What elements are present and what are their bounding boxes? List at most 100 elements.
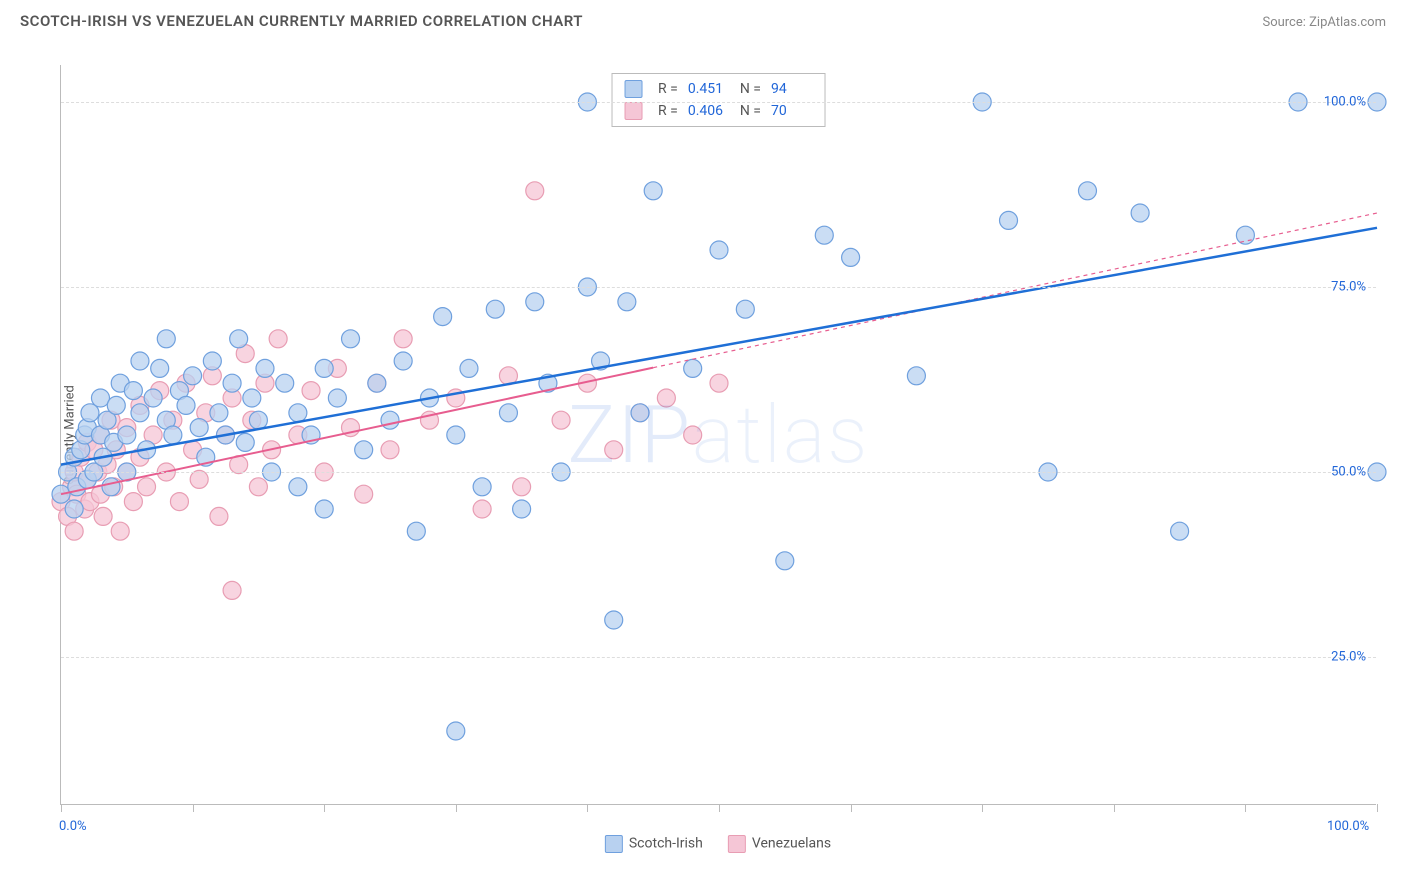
- data-point: [223, 374, 241, 392]
- r-label: R =: [658, 81, 678, 97]
- legend-swatch: [728, 835, 746, 853]
- data-point: [131, 404, 149, 422]
- data-point: [102, 478, 120, 496]
- data-point: [447, 722, 465, 740]
- data-point: [190, 470, 208, 488]
- data-point: [736, 300, 754, 318]
- data-point: [526, 293, 544, 311]
- x-tick: [982, 804, 983, 812]
- data-point: [776, 552, 794, 570]
- r-value: 0.451: [688, 81, 730, 97]
- r-label: R =: [658, 103, 678, 119]
- data-point: [203, 352, 221, 370]
- data-point: [118, 426, 136, 444]
- n-value: 70: [771, 103, 813, 119]
- data-point: [276, 374, 294, 392]
- data-point: [289, 478, 307, 496]
- data-point: [124, 493, 142, 511]
- data-point: [144, 389, 162, 407]
- data-point: [190, 419, 208, 437]
- data-point: [684, 426, 702, 444]
- source-attribution: Source: ZipAtlas.com: [1262, 15, 1386, 30]
- data-point: [473, 500, 491, 518]
- x-tick: [61, 804, 62, 812]
- data-point: [249, 478, 267, 496]
- data-point: [631, 404, 649, 422]
- legend-swatch: [605, 835, 623, 853]
- correlation-legend-row: R =0.406N =70: [624, 100, 813, 122]
- legend-item: Venezuelans: [728, 835, 831, 853]
- plot-area: ZIPatlas R =0.451N =94R =0.406N =70 25.0…: [60, 65, 1376, 805]
- data-point: [907, 367, 925, 385]
- legend-label: Scotch-Irish: [629, 836, 703, 852]
- legend-swatch: [624, 102, 642, 120]
- data-point: [256, 359, 274, 377]
- scatter-svg: [61, 65, 1376, 804]
- data-point: [210, 507, 228, 525]
- data-point: [328, 389, 346, 407]
- trend-line: [61, 228, 1377, 465]
- data-point: [394, 330, 412, 348]
- data-point: [1171, 522, 1189, 540]
- data-point: [526, 182, 544, 200]
- data-point: [605, 441, 623, 459]
- y-tick-label: 50.0%: [1331, 465, 1366, 480]
- data-point: [394, 352, 412, 370]
- correlation-legend-row: R =0.451N =94: [624, 78, 813, 100]
- gridline: [61, 657, 1376, 658]
- x-tick: [324, 804, 325, 812]
- data-point: [164, 426, 182, 444]
- data-point: [124, 382, 142, 400]
- data-point: [434, 308, 452, 326]
- data-point: [815, 226, 833, 244]
- legend-label: Venezuelans: [752, 836, 831, 852]
- x-tick: [1245, 804, 1246, 812]
- gridline: [61, 472, 1376, 473]
- legend-item: Scotch-Irish: [605, 835, 703, 853]
- x-tick: [851, 804, 852, 812]
- data-point: [552, 411, 570, 429]
- data-point: [138, 478, 156, 496]
- data-point: [355, 485, 373, 503]
- data-point: [513, 478, 531, 496]
- data-point: [842, 248, 860, 266]
- data-point: [447, 426, 465, 444]
- correlation-legend: R =0.451N =94R =0.406N =70: [611, 73, 826, 127]
- data-point: [302, 382, 320, 400]
- data-point: [605, 611, 623, 629]
- data-point: [65, 500, 83, 518]
- x-tick: [719, 804, 720, 812]
- data-point: [486, 300, 504, 318]
- series-legend: Scotch-Irish Venezuelans: [605, 835, 831, 853]
- data-point: [289, 404, 307, 422]
- data-point: [710, 374, 728, 392]
- data-point: [94, 507, 112, 525]
- data-point: [381, 441, 399, 459]
- data-point: [618, 293, 636, 311]
- chart-container: Currently Married ZIPatlas R =0.451N =94…: [50, 55, 1386, 815]
- data-point: [684, 359, 702, 377]
- data-point: [177, 396, 195, 414]
- data-point: [473, 478, 491, 496]
- x-tick: [1114, 804, 1115, 812]
- data-point: [184, 367, 202, 385]
- data-point: [230, 330, 248, 348]
- n-label: N =: [740, 81, 761, 97]
- data-point: [1078, 182, 1096, 200]
- r-value: 0.406: [688, 103, 730, 119]
- data-point: [368, 374, 386, 392]
- data-point: [243, 389, 261, 407]
- data-point: [249, 411, 267, 429]
- data-point: [460, 359, 478, 377]
- data-point: [269, 330, 287, 348]
- data-point: [1236, 226, 1254, 244]
- x-tick: [1377, 804, 1378, 812]
- data-point: [355, 441, 373, 459]
- chart-title: SCOTCH-IRISH VS VENEZUELAN CURRENTLY MAR…: [20, 12, 583, 30]
- x-tick: [456, 804, 457, 812]
- legend-swatch: [624, 80, 642, 98]
- data-point: [65, 522, 83, 540]
- data-point: [407, 522, 425, 540]
- y-tick-label: 25.0%: [1331, 650, 1366, 665]
- trend-line: [653, 213, 1377, 368]
